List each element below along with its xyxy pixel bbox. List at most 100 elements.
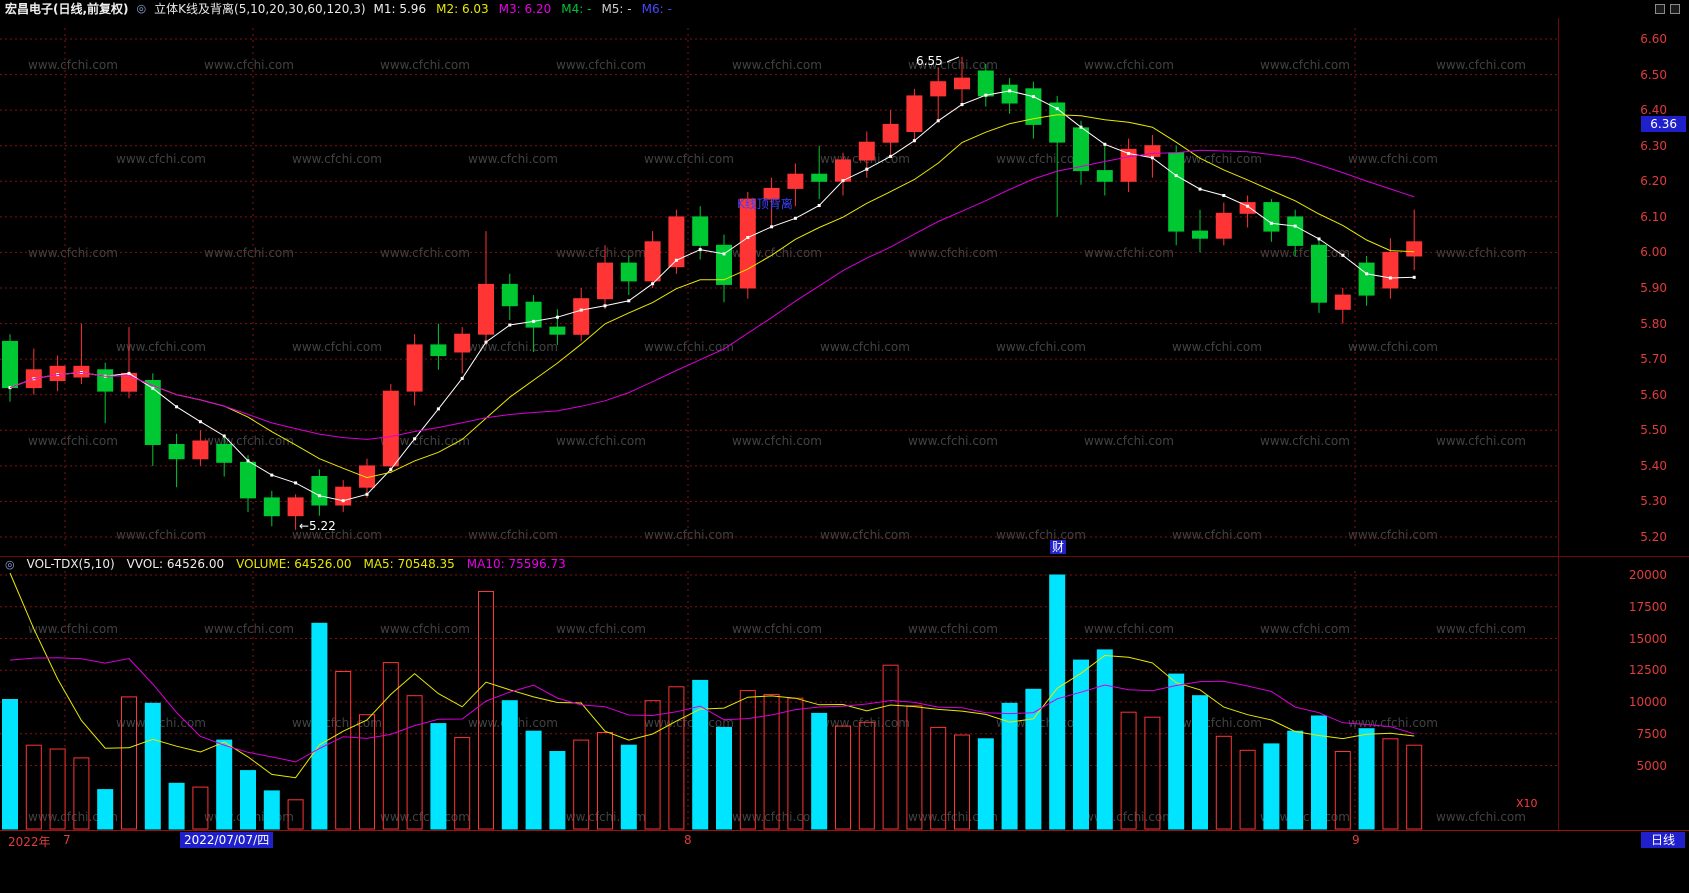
candlestick[interactable] [1382,251,1399,289]
candlestick[interactable] [144,380,161,445]
candlestick[interactable] [478,283,494,335]
candlestick[interactable] [1215,212,1232,239]
volume-bar-down[interactable] [1096,649,1113,830]
volume-bar-up[interactable] [882,664,899,830]
candlestick[interactable] [906,95,923,132]
volume-bar-up[interactable] [1144,716,1161,830]
candlestick[interactable] [716,244,732,285]
volume-chart[interactable] [0,571,1689,831]
candlestick[interactable] [311,476,328,506]
volume-bar-up[interactable] [454,737,471,830]
volume-bar-up[interactable] [644,700,661,830]
candlestick[interactable] [2,340,18,389]
volume-indicator-name[interactable]: VOL-TDX(5,10) [26,556,115,571]
candlestick[interactable] [1406,241,1423,257]
candlestick[interactable] [406,344,423,392]
volume-bar-up[interactable] [930,726,947,830]
volume-bar-up[interactable] [1120,711,1137,830]
candlestick[interactable] [1239,202,1256,214]
volume-bar-down[interactable] [525,730,542,830]
volume-bar-up[interactable] [478,591,494,830]
volume-bar-up[interactable] [1382,738,1399,830]
volume-bar-down[interactable] [716,726,732,830]
candlestick[interactable] [1358,262,1375,296]
volume-bar-up[interactable] [787,697,804,830]
volume-bar-down[interactable] [2,699,18,830]
candlestick[interactable] [1049,102,1066,143]
volume-bar-down[interactable] [240,770,256,830]
candlestick[interactable] [1025,88,1042,125]
volume-bar-up[interactable] [668,686,685,830]
cai-badge[interactable]: 财 [1050,540,1067,554]
volume-bar-down[interactable] [620,744,637,830]
volume-bar-down[interactable] [1311,715,1327,830]
volume-bar-up[interactable] [359,714,375,830]
candlestick[interactable] [287,497,304,517]
volume-bar-up[interactable] [1334,751,1351,830]
candlestick[interactable] [811,173,828,182]
volume-bar-down[interactable] [1001,702,1018,830]
candlestick[interactable] [1001,84,1018,104]
candlestick[interactable] [739,198,756,289]
volume-bar-up[interactable] [858,721,875,830]
candlestick[interactable] [430,344,447,357]
candlestick[interactable] [977,70,994,97]
candlestick[interactable] [763,187,780,200]
volume-bar-up[interactable] [49,748,66,830]
candlestick[interactable] [382,390,399,467]
volume-bar-down[interactable] [1263,743,1280,830]
volume-bar-down[interactable] [1192,695,1208,830]
candlestick[interactable] [216,444,233,463]
kline-chart-pane[interactable]: 6.55 ←5.22 K线顶背离 6.60 6.50 6.40 6.30 6.20 6.10 6… [0,18,1689,556]
candlestick[interactable] [359,465,375,488]
volume-bar-up[interactable] [739,690,756,830]
volume-bar-up[interactable] [597,732,613,830]
candlestick[interactable] [597,262,613,300]
volume-bar-down[interactable] [97,789,114,830]
volume-bar-up[interactable] [25,744,42,830]
panel-toggle-icon[interactable] [1655,4,1665,14]
volume-bar-down[interactable] [1168,673,1185,830]
candlestick[interactable] [1311,244,1327,303]
candlestick-chart[interactable]: 6.55 ←5.22 K线顶背离 [0,18,1689,556]
candlestick[interactable] [620,262,637,282]
volume-bar-up[interactable] [1239,749,1256,830]
candlestick[interactable] [168,444,185,460]
volume-bar-down[interactable] [1358,728,1375,830]
candlestick[interactable] [1073,127,1089,172]
volume-bar-up[interactable] [192,786,209,830]
volume-bar-up[interactable] [335,671,352,830]
candlestick[interactable] [573,298,590,335]
volume-bar-up[interactable] [73,757,90,830]
candlestick[interactable] [1334,294,1351,310]
candlestick[interactable] [1287,216,1304,246]
volume-bar-up[interactable] [382,662,399,830]
volume-bar-down[interactable] [1025,688,1042,830]
candlestick[interactable] [97,369,114,392]
volume-chart-pane[interactable]: 20000 17500 15000 12500 10000 7500 5000 X10 [0,568,1689,831]
volume-bar-down[interactable] [977,738,994,830]
volume-bar-up[interactable] [573,739,590,830]
volume-bar-down[interactable] [811,712,828,830]
volume-bar-up[interactable] [121,696,137,830]
volume-bar-down[interactable] [1287,730,1304,830]
volume-bar-up[interactable] [763,693,780,830]
volume-bar-down[interactable] [216,739,233,830]
volume-bar-up[interactable] [954,734,970,830]
candlestick[interactable] [692,216,709,246]
volume-bar-down[interactable] [311,622,328,830]
candlestick[interactable] [954,77,970,90]
candlestick[interactable] [263,497,280,517]
expand-window-icon[interactable] [1670,4,1680,14]
volume-bar-down[interactable] [144,702,161,830]
period-selector[interactable]: 日线 [1640,832,1685,848]
candlestick[interactable] [1144,145,1161,157]
candlestick[interactable] [668,216,685,268]
candlestick[interactable] [1263,202,1280,232]
volume-bar-up[interactable] [1215,735,1232,830]
candlestick[interactable] [501,283,518,307]
volume-bar-up[interactable] [406,695,423,830]
volume-bar-down[interactable] [430,723,447,830]
candlestick[interactable] [454,333,471,353]
candlestick[interactable] [644,241,661,282]
